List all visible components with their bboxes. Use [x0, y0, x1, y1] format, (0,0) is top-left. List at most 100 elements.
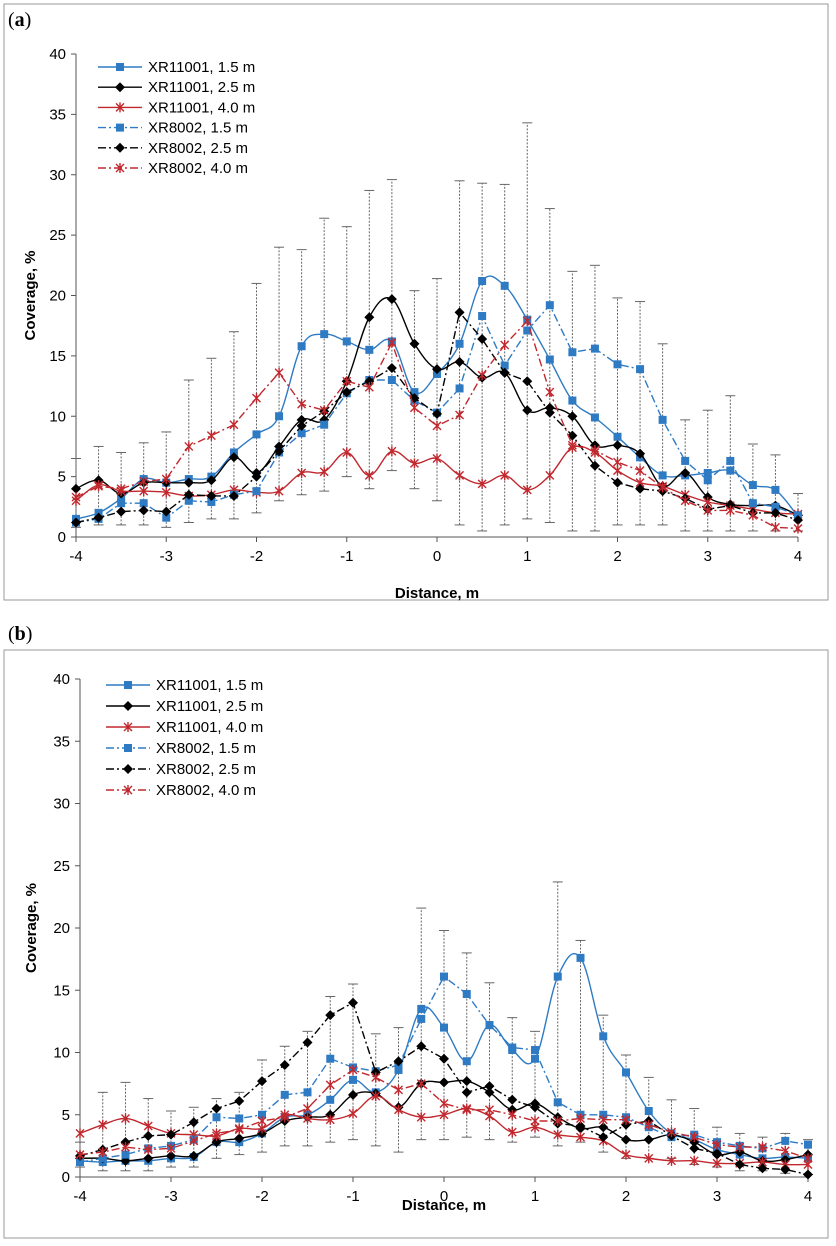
data-point — [621, 1134, 631, 1145]
chart-frame — [3, 3, 829, 601]
data-point — [206, 490, 217, 501]
legend-marker — [115, 82, 125, 93]
data-point — [667, 1155, 676, 1166]
data-point — [183, 489, 194, 500]
data-point — [279, 1059, 290, 1070]
data-point — [297, 342, 306, 351]
data-point — [320, 330, 329, 339]
data-point — [712, 1139, 722, 1150]
legend-entry: XR11001, 1.5 m — [148, 59, 255, 76]
legend-marker — [123, 701, 133, 711]
data-point — [417, 1004, 426, 1013]
panel-label: (b) — [8, 623, 32, 645]
data-point — [770, 507, 781, 518]
data-point — [575, 1120, 586, 1131]
legend-entry: XR8002, 2.5 m — [148, 140, 248, 157]
data-point — [599, 1032, 608, 1041]
data-point — [771, 485, 780, 494]
data-point — [689, 1132, 699, 1143]
data-point — [734, 1159, 745, 1170]
y-tick-label: 15 — [49, 348, 66, 365]
data-point — [139, 476, 149, 487]
data-point — [621, 1114, 631, 1125]
data-point — [121, 1142, 130, 1153]
data-point — [590, 445, 600, 456]
data-point — [409, 338, 420, 349]
data-point — [703, 476, 712, 485]
panel-label-close: ) — [26, 623, 33, 645]
data-point — [75, 1128, 85, 1139]
data-point — [98, 1147, 108, 1158]
data-point — [440, 1023, 448, 1032]
data-point — [342, 337, 351, 346]
data-point — [303, 1113, 312, 1124]
data-point — [235, 1114, 244, 1123]
data-point — [522, 405, 533, 416]
data-point — [771, 502, 780, 511]
data-point — [296, 414, 307, 425]
data-point — [576, 1132, 585, 1143]
data-point — [166, 1150, 176, 1161]
data-point — [184, 496, 193, 505]
data-point — [455, 384, 464, 393]
data-point — [432, 453, 442, 464]
data-point — [485, 1104, 494, 1115]
data-point — [94, 481, 104, 492]
data-point — [590, 344, 599, 353]
data-point — [320, 420, 329, 429]
x-tick-label: -4 — [69, 548, 82, 565]
data-point — [689, 1143, 700, 1154]
y-axis-title: Coverage, % — [23, 883, 40, 973]
data-point — [416, 1112, 426, 1123]
data-point — [507, 1094, 518, 1105]
data-point — [644, 1107, 653, 1116]
legend-entry: XR8002, 1.5 m — [148, 120, 248, 137]
data-point — [432, 364, 442, 375]
x-tick-label: 2 — [613, 548, 621, 565]
legend-entry: XR8002, 1.5 m — [156, 740, 256, 757]
data-point — [455, 339, 464, 348]
data-point — [189, 1135, 199, 1146]
data-point — [530, 1115, 540, 1126]
x-tick-label: -1 — [340, 548, 353, 565]
data-point — [386, 362, 397, 373]
data-point — [228, 490, 239, 501]
y-tick-label: 25 — [53, 858, 70, 875]
data-point — [394, 1065, 403, 1074]
data-point — [508, 1043, 517, 1052]
data-point — [143, 1130, 154, 1141]
panel-label-open: ( — [8, 9, 15, 31]
series-5 — [75, 997, 813, 1180]
data-point — [303, 1088, 312, 1097]
data-point — [297, 429, 306, 438]
data-point — [522, 376, 533, 387]
data-point — [681, 456, 690, 465]
y-tick-label: 40 — [49, 46, 66, 63]
data-point — [439, 1053, 449, 1064]
data-point — [780, 1164, 791, 1175]
data-point — [211, 1137, 222, 1148]
data-point — [658, 482, 668, 493]
chart-panel-b: (b) 0 5 10 15 20 25 30 35 40 -4 -3 -2 -1 0 1 2 3 4 Distance… — [3, 623, 829, 1239]
data-point — [612, 477, 623, 488]
data-point — [568, 396, 577, 405]
y-axis-title: Coverage, % — [22, 250, 39, 340]
data-point — [161, 506, 172, 517]
legend-entry: XR11001, 4.0 m — [148, 99, 255, 116]
data-point — [416, 1041, 427, 1052]
x-tick-label: 2 — [622, 1188, 630, 1205]
data-point — [478, 277, 487, 286]
data-point — [417, 1014, 426, 1023]
data-point — [643, 1134, 654, 1145]
data-point — [680, 495, 690, 506]
data-point — [416, 1078, 426, 1089]
data-point — [568, 348, 577, 357]
data-point — [748, 481, 757, 490]
data-point — [257, 1115, 267, 1126]
data-point — [545, 355, 554, 364]
x-tick-label: 3 — [713, 1188, 721, 1205]
data-point — [567, 440, 577, 451]
data-point — [598, 1132, 609, 1143]
data-point — [726, 466, 735, 475]
legend-entry: XR11001, 1.5 m — [156, 677, 263, 694]
